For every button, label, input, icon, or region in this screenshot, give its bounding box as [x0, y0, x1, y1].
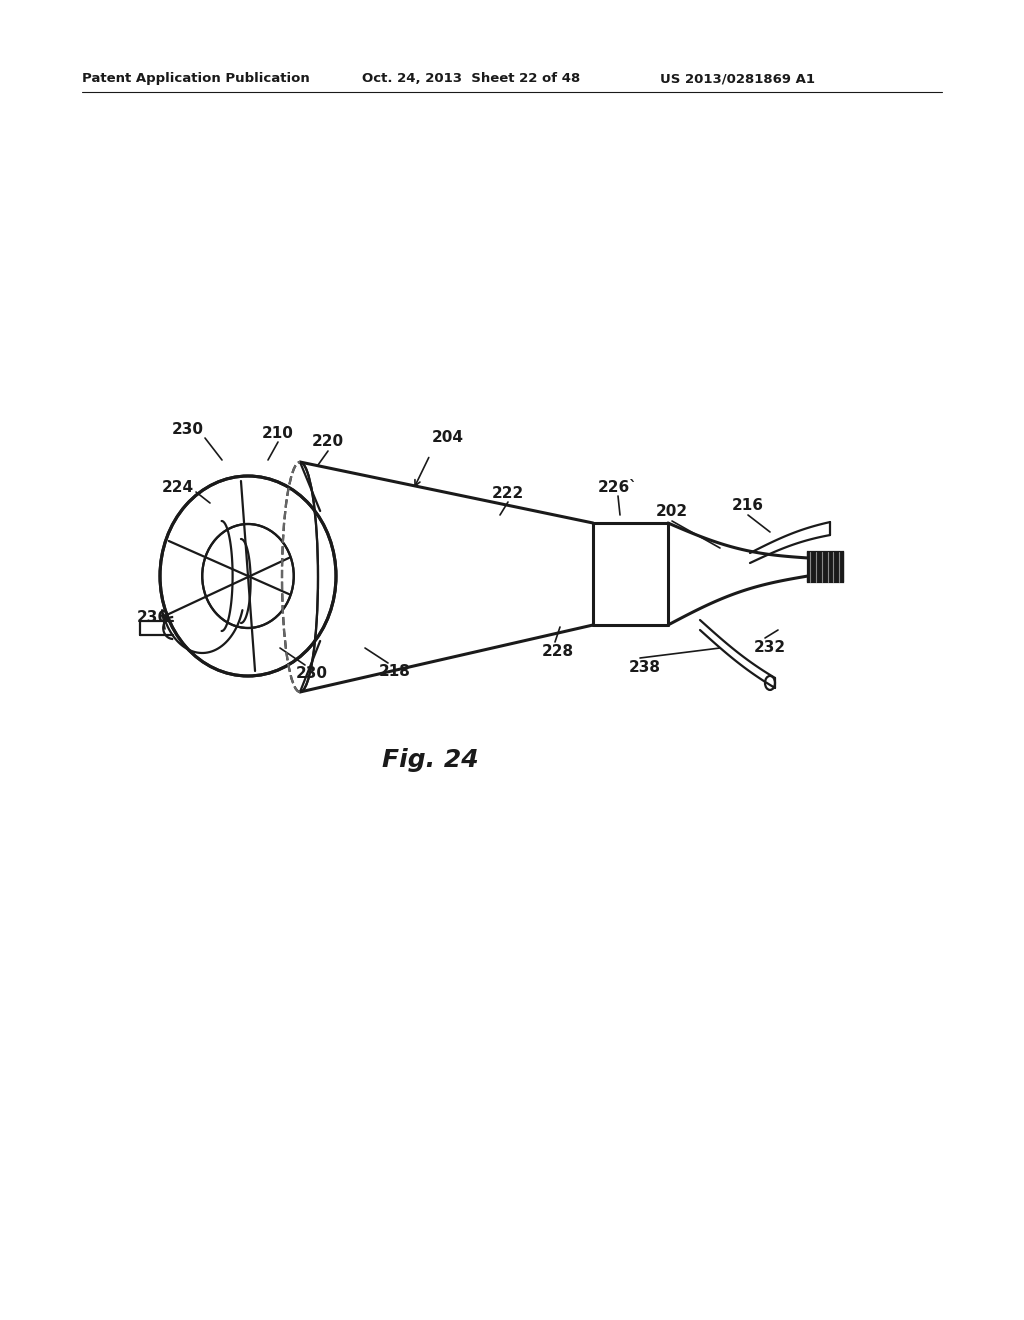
- Ellipse shape: [203, 524, 294, 628]
- Text: 238: 238: [629, 660, 662, 676]
- Text: 218: 218: [379, 664, 411, 680]
- Text: 220: 220: [312, 434, 344, 450]
- Text: 228: 228: [542, 644, 574, 660]
- Text: 236: 236: [137, 610, 169, 626]
- Text: 222: 222: [492, 486, 524, 500]
- Text: 210: 210: [262, 425, 294, 441]
- Text: Oct. 24, 2013  Sheet 22 of 48: Oct. 24, 2013 Sheet 22 of 48: [362, 73, 581, 84]
- Text: 226`: 226`: [598, 479, 638, 495]
- Text: US 2013/0281869 A1: US 2013/0281869 A1: [660, 73, 815, 84]
- Text: 204: 204: [432, 429, 464, 445]
- Text: Patent Application Publication: Patent Application Publication: [82, 73, 309, 84]
- Text: 230: 230: [296, 667, 328, 681]
- Text: 216: 216: [732, 499, 764, 513]
- Text: 232: 232: [754, 640, 786, 656]
- Text: 230: 230: [172, 422, 204, 437]
- Text: 224: 224: [162, 479, 195, 495]
- Text: Fig. 24: Fig. 24: [382, 748, 478, 772]
- Text: 202: 202: [656, 504, 688, 520]
- Bar: [808, 552, 843, 582]
